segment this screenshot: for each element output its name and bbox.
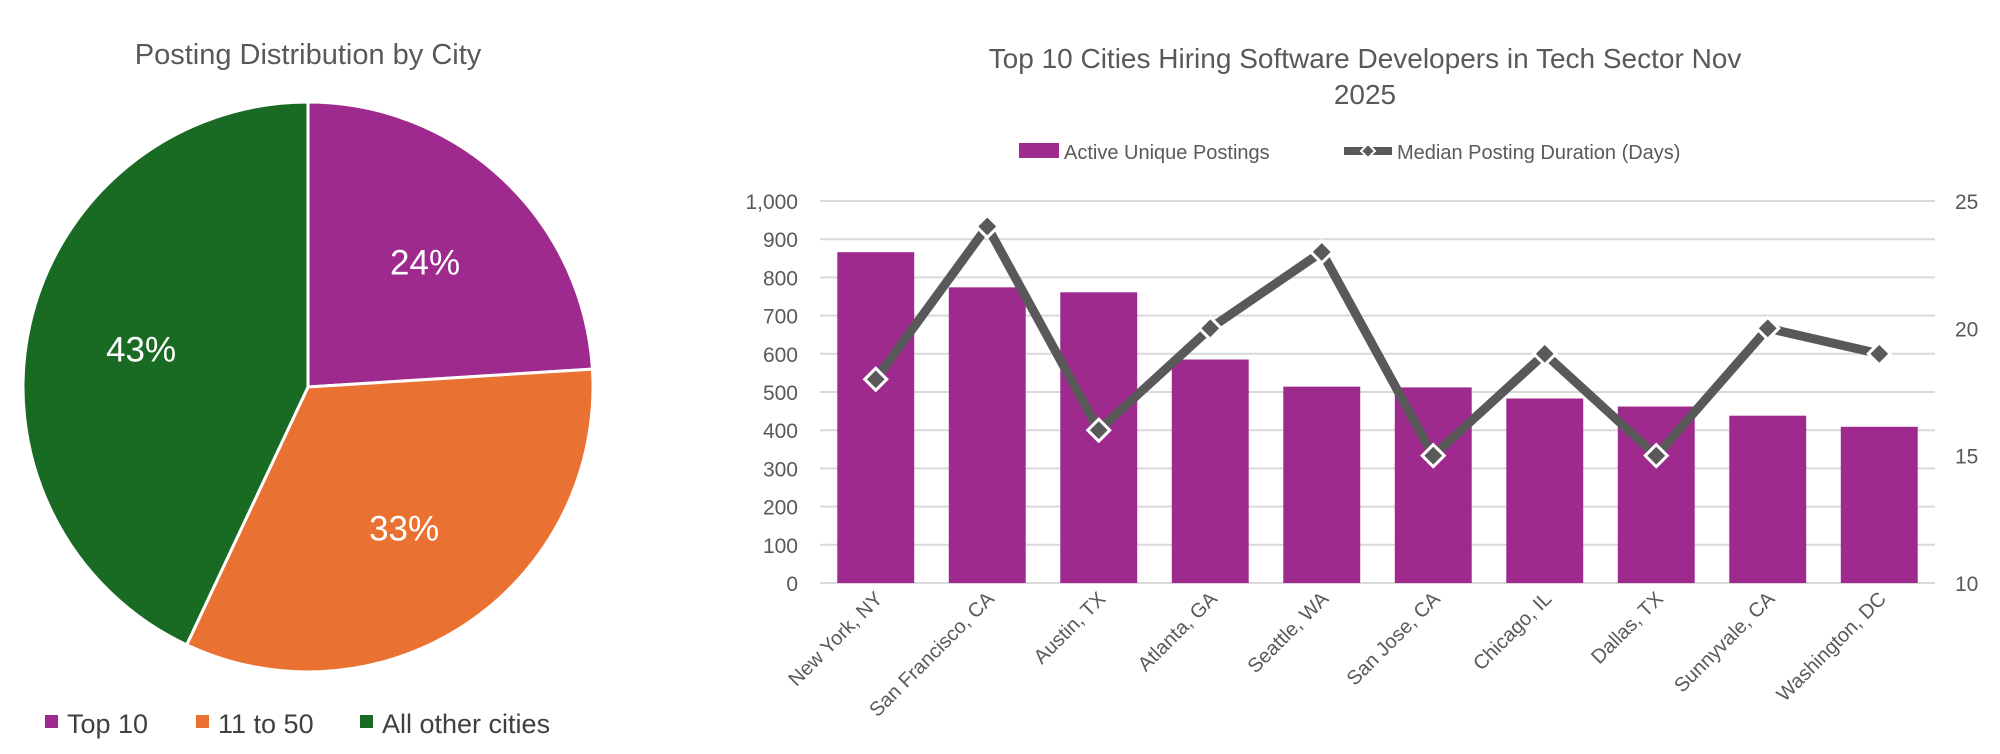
left-tick-label: 300 xyxy=(763,458,798,481)
bar-9 xyxy=(1840,426,1918,583)
bar-6 xyxy=(1506,398,1584,583)
right-tick-label: 15 xyxy=(1955,446,1978,469)
left-tick-label: 600 xyxy=(763,344,798,367)
legend-label: Top 10 xyxy=(67,709,148,739)
line-marker-7 xyxy=(1643,442,1670,469)
legend-label: All other cities xyxy=(382,709,550,739)
bar-3 xyxy=(1171,359,1249,583)
bar-1 xyxy=(948,287,1026,583)
pie-slice-0 xyxy=(306,100,595,389)
bar-series xyxy=(837,252,1918,584)
line-marker-3 xyxy=(1197,315,1224,342)
legend-label: 11 to 50 xyxy=(218,709,314,739)
pie-legend: Top 10 11 to 50 All other cities xyxy=(45,709,550,739)
legend-swatch-2 xyxy=(360,715,373,728)
right-axis: 10 15 20 25 xyxy=(1955,191,1978,596)
pie-slice-2 xyxy=(21,100,310,647)
pie-data-label: 24% xyxy=(390,243,460,282)
line-marker-6 xyxy=(1531,340,1558,367)
line-marker-9 xyxy=(1866,340,1893,367)
line-marker-0 xyxy=(862,366,889,393)
x-tick-label: Atlanta, GA xyxy=(1134,588,1222,676)
x-tick-label: San Francisco, CA xyxy=(865,588,999,722)
combo-title-line-2: 2025 xyxy=(1334,79,1396,110)
legend-swatch-bar xyxy=(1019,143,1059,158)
left-tick-label: 800 xyxy=(763,267,798,290)
left-tick-label: 1,000 xyxy=(745,191,798,214)
bar-0 xyxy=(837,252,915,584)
line-marker-2 xyxy=(1085,417,1112,444)
left-tick-label: 700 xyxy=(763,306,798,329)
legend-swatch-marker xyxy=(1359,142,1377,160)
left-tick-label: 500 xyxy=(763,382,798,405)
pie-data-label: 43% xyxy=(106,331,176,370)
legend-swatch-0 xyxy=(45,715,58,728)
x-tick-label: Sunnyvale, CA xyxy=(1670,588,1780,698)
x-tick-label: New York, NY xyxy=(784,588,887,691)
line-marker-4 xyxy=(1308,238,1335,266)
line-marker-8 xyxy=(1754,315,1781,342)
right-tick-label: 20 xyxy=(1955,318,1978,341)
combo-title-line-1: Top 10 Cities Hiring Software Developers… xyxy=(989,43,1742,74)
left-tick-label: 0 xyxy=(786,573,798,596)
x-tick-label: San Jose, CA xyxy=(1343,588,1445,690)
x-tick-label: Austin, TX xyxy=(1030,588,1111,669)
left-tick-label: 200 xyxy=(763,497,798,520)
x-tick-label: Chicago, IL xyxy=(1469,588,1556,675)
right-tick-label: 25 xyxy=(1955,191,1978,214)
bar-4 xyxy=(1283,386,1361,583)
line-marker-1 xyxy=(974,213,1001,240)
bar-5 xyxy=(1394,387,1472,583)
legend-swatch-1 xyxy=(196,715,209,728)
x-tick-label: Washington, DC xyxy=(1773,588,1891,706)
x-tick-label: Seattle, WA xyxy=(1244,588,1334,678)
bar-8 xyxy=(1729,415,1807,583)
x-tick-label: Dallas, TX xyxy=(1587,588,1668,669)
legend-label: Median Posting Duration (Days) xyxy=(1397,142,1680,164)
line-series xyxy=(862,213,1893,469)
pie-slice-1 xyxy=(184,367,595,674)
line-path xyxy=(872,218,1881,463)
combo-legend: Active Unique Postings Median Posting Dur… xyxy=(1019,142,1680,164)
left-tick-label: 900 xyxy=(763,229,798,252)
left-tick-label: 400 xyxy=(763,420,798,443)
left-axis: 0 100 200 300 400 500 600 700 800 900 1,000 xyxy=(745,191,798,596)
pie-data-label: 33% xyxy=(369,509,439,548)
line-marker-5 xyxy=(1420,442,1447,469)
left-tick-label: 100 xyxy=(763,535,798,558)
right-tick-label: 10 xyxy=(1955,573,1978,596)
legend-label: Active Unique Postings xyxy=(1064,142,1270,164)
pie-chart: 24% 33% 43% xyxy=(21,100,595,674)
pie-title: Posting Distribution by City xyxy=(135,39,482,71)
